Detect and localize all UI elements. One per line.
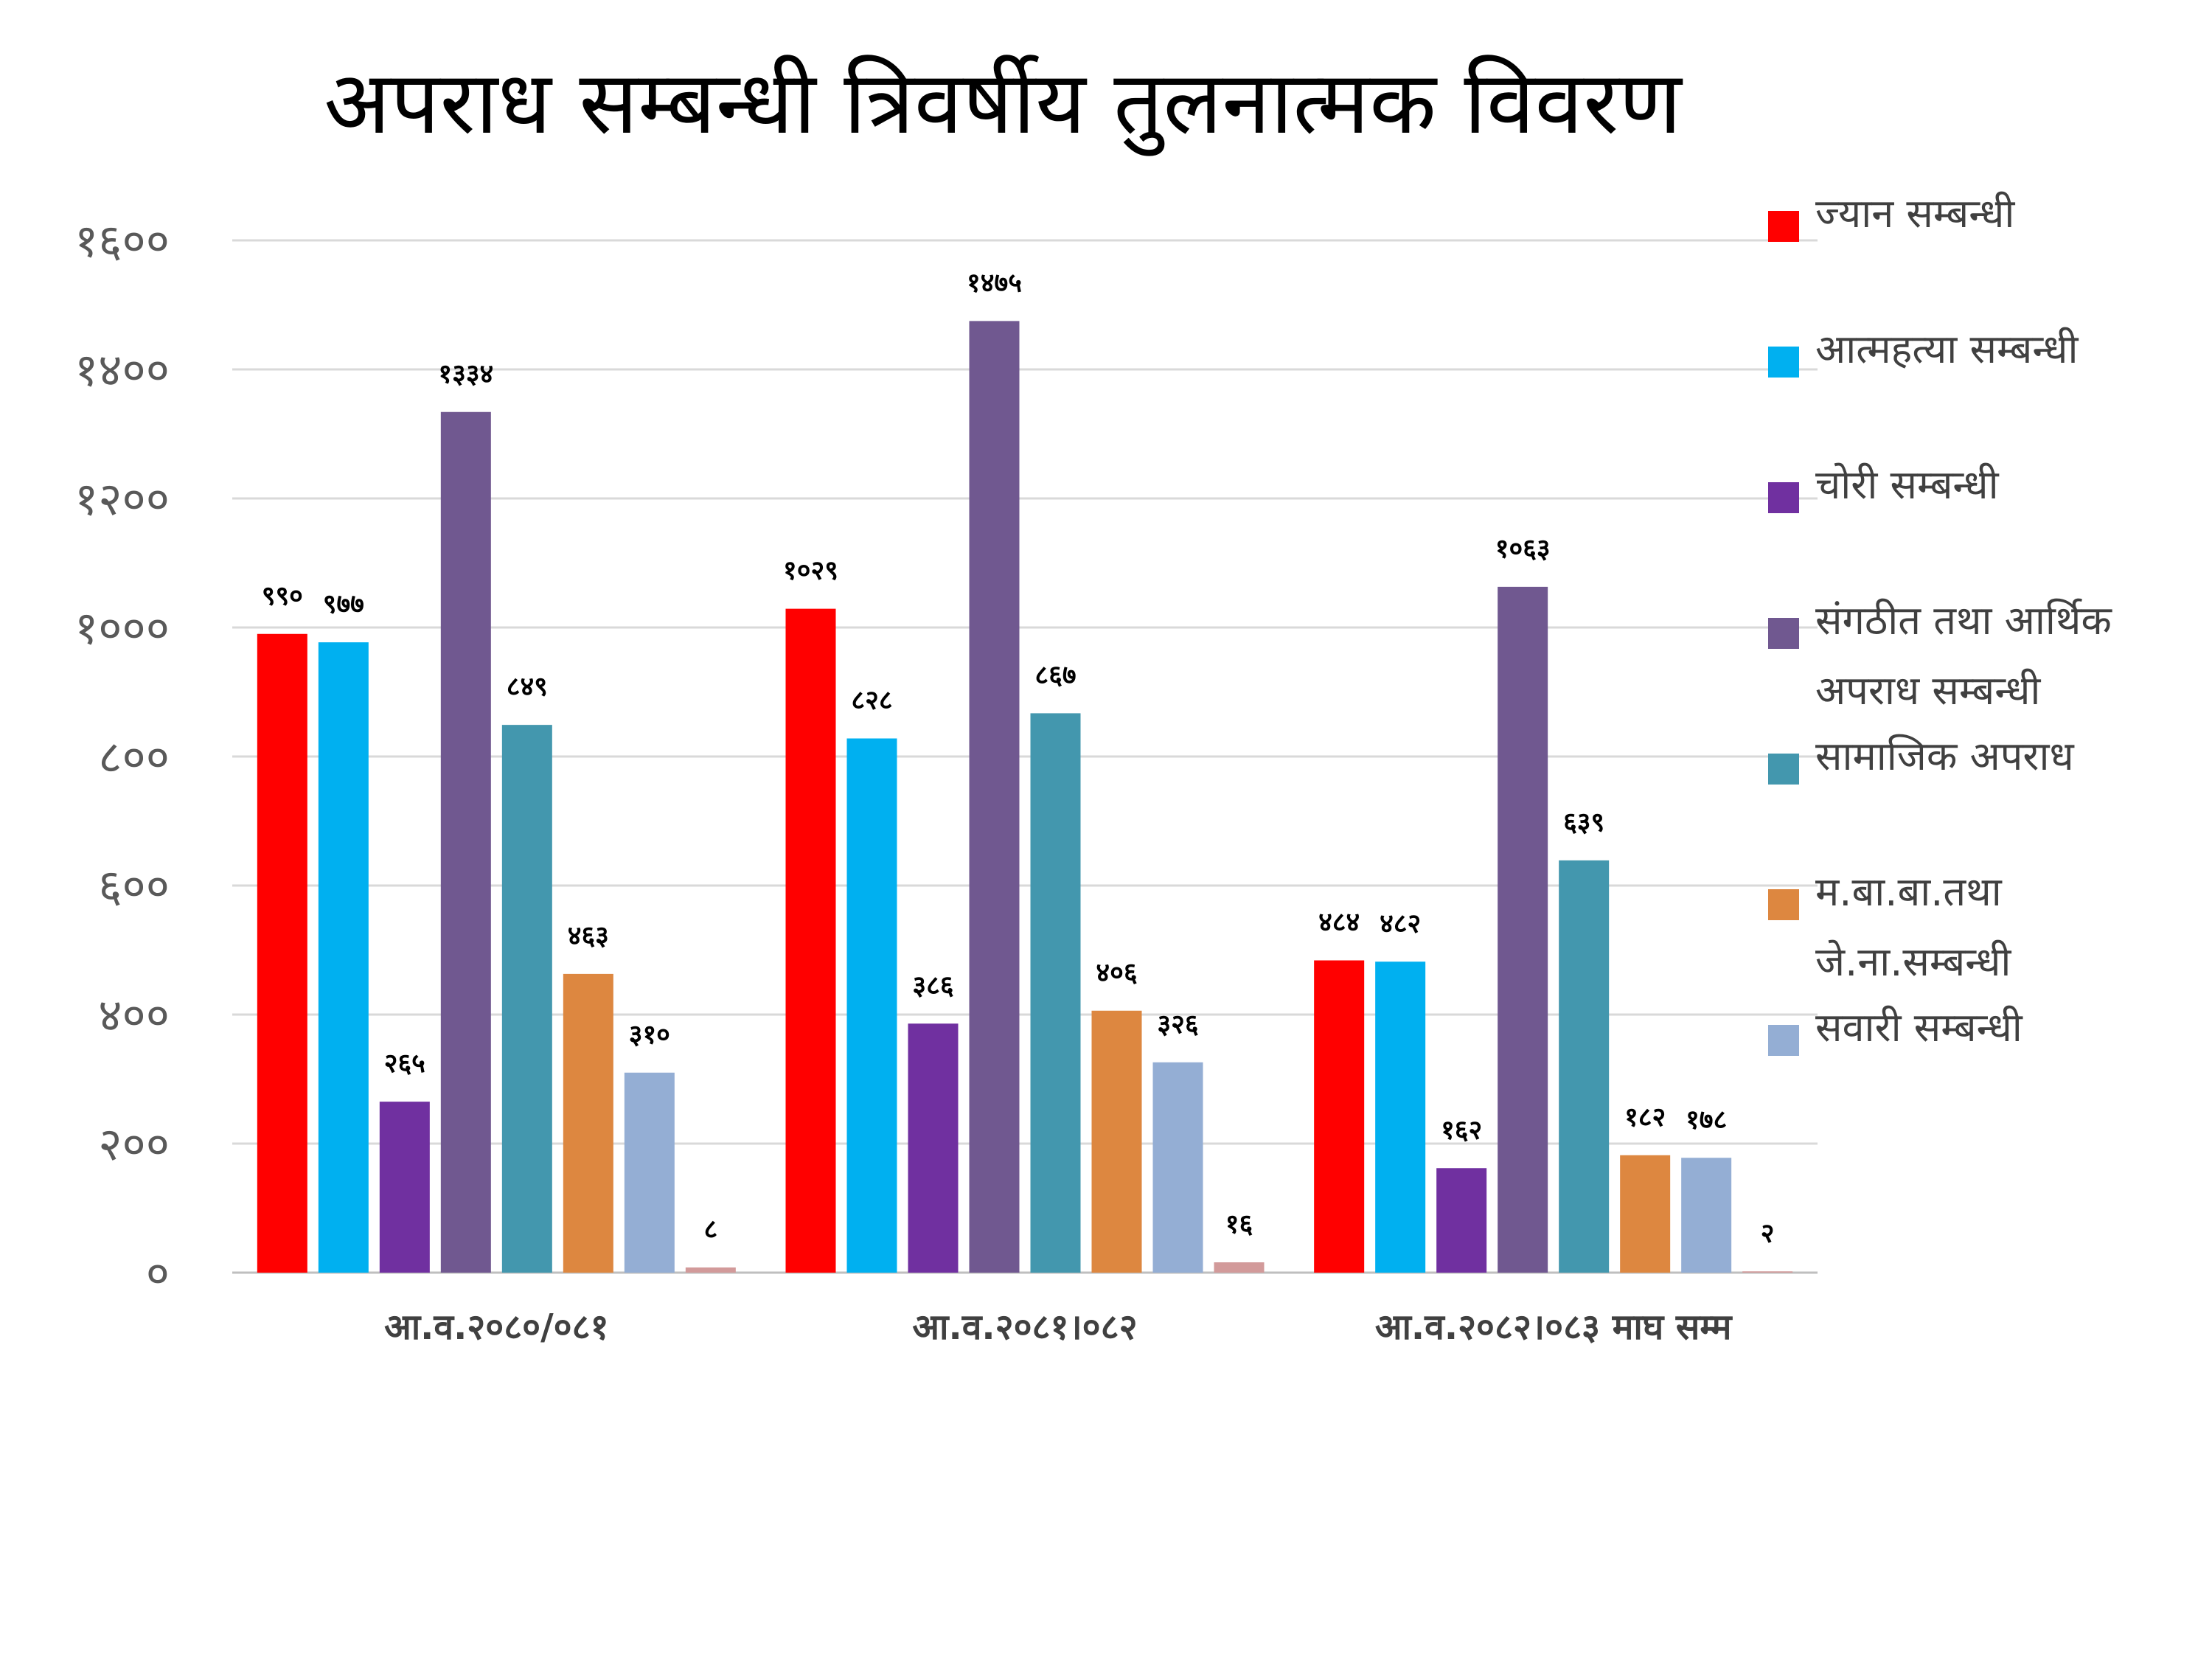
legend-swatch [1768,211,1799,242]
bars [257,321,1793,1273]
data-label: १३३४ [438,359,493,389]
bar [1375,961,1426,1273]
bar [440,411,491,1273]
data-label: ८६७ [1034,660,1076,690]
bar [563,973,613,1273]
y-tick-label: ० [146,1246,170,1300]
data-label: २ [1761,1218,1775,1248]
y-tick-label: १००० [74,601,170,655]
legend-swatch [1768,482,1799,513]
bar [846,738,897,1273]
bar [1681,1158,1732,1273]
legend-label: आत्महत्या सम्बन्धी [1815,326,2079,372]
data-label: १७८ [1686,1105,1727,1135]
data-label: ८ [703,1214,717,1245]
bar [624,1072,675,1273]
legend-label: म.बा.बा.तथा [1815,869,2003,915]
data-label: १६२ [1441,1115,1482,1145]
data-label: ४८४ [1318,908,1360,938]
data-labels: ९९० ९७७ २६५ १३३४ ८४९ ४६३ ३१० ८ १०२९ ८२८ ३८६ १४७५ ८६७… [262,268,1775,1248]
y-axis-ticks: ० २०० ४०० ६०० ८०० १००० १२०० १४०० १६०० [74,214,170,1300]
y-tick-label: ६०० [98,859,170,913]
bar [257,633,307,1273]
legend-label: सवारी सम्बन्धी [1815,1004,2023,1051]
data-label: १६ [1225,1209,1253,1239]
data-label: २६५ [384,1048,425,1079]
bar [1152,1062,1203,1273]
chart-title: अपराध सम्बन्धी त्रिवर्षीय तुलनात्मक विवर… [324,52,1683,156]
x-tick-label: आ.व.२०८०/०८१ [384,1307,608,1348]
legend-swatch [1768,1025,1799,1056]
y-tick-label: २०० [98,1117,170,1171]
bar [1498,586,1548,1273]
grid-lines [232,239,1818,1274]
data-label: १०२९ [783,556,838,586]
data-label: १४७५ [967,268,1022,298]
bar [1030,713,1081,1273]
legend-swatch [1768,754,1799,785]
data-label: ९९० [262,581,303,611]
data-label: ४६३ [568,921,609,951]
y-tick-label: ८०० [98,730,170,784]
bar [685,1267,736,1273]
data-label: १०६३ [1495,534,1551,564]
bar [1091,1010,1142,1273]
legend-label: चोरी सम्बन्धी [1815,462,2000,508]
data-label: ३१० [629,1020,670,1050]
bar [1742,1271,1793,1273]
bar [1436,1168,1487,1273]
bar [318,642,369,1273]
data-label: ४८२ [1380,908,1421,939]
legend-label: अपराध सम्बन्धी [1815,667,2041,714]
legend-label: सामाजिक अपराध [1815,733,2074,779]
legend-label: संगठीत तथा आर्थिक [1815,597,2112,644]
legend-swatch [1768,889,1799,920]
bar [1620,1155,1671,1273]
data-label: ८४९ [507,672,548,702]
data-label: ३८६ [912,970,953,1001]
bar [1559,860,1610,1273]
legend-swatch [1768,618,1799,649]
legend-label: ज्यान सम्बन्धी [1815,190,2015,237]
legend: ज्यान सम्बन्धी आत्महत्या सम्बन्धी चोरी सम्… [1768,190,2112,1056]
legend-swatch [1768,347,1799,378]
data-label: १८२ [1624,1102,1666,1133]
bar [785,608,836,1273]
bar [1214,1262,1265,1273]
data-label: ८२८ [851,686,892,716]
bar [908,1023,959,1273]
y-tick-label: १४०० [74,343,170,397]
bar [969,321,1020,1273]
y-tick-label: ४०० [98,988,170,1042]
bar [379,1102,430,1273]
legend-label: जे.ना.सम्बन्धी [1815,939,2011,985]
x-axis-ticks: आ.व.२०८०/०८१ आ.व.२०८१।०८२ आ.व.२०८२।०८३ माघ… [384,1307,1733,1348]
data-label: ६३९ [1563,807,1604,838]
data-label: ४०६ [1096,958,1137,988]
x-tick-label: आ.व.२०८२।०८३ माघ सम्म [1375,1307,1733,1348]
bar [501,725,552,1273]
data-label: ३२६ [1157,1009,1198,1040]
data-label: ९७७ [323,589,364,619]
y-tick-label: १२०० [74,472,170,526]
x-tick-label: आ.व.२०८१।०८२ [912,1307,1137,1348]
y-tick-label: १६०० [74,214,170,268]
bar [1314,960,1365,1273]
